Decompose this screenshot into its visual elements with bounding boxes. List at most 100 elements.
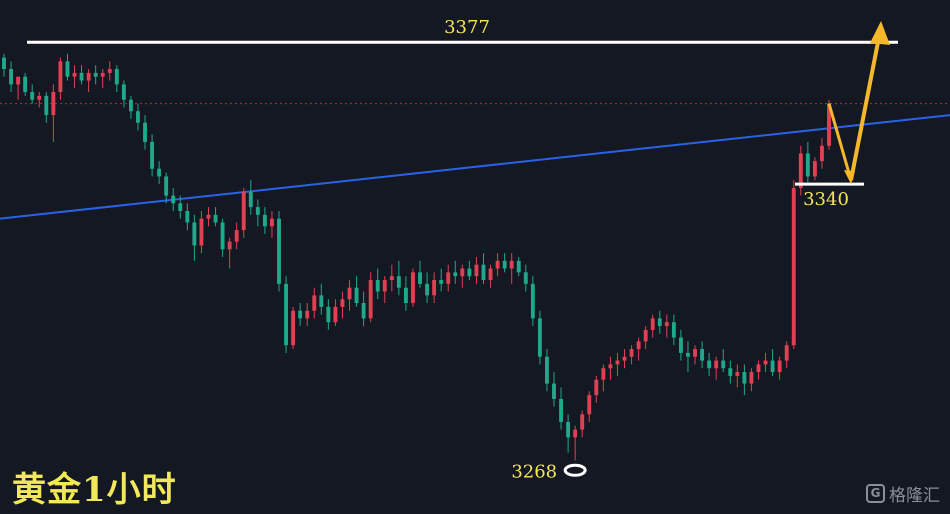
candle-body xyxy=(192,222,197,246)
candle-body xyxy=(686,352,690,357)
candle-body xyxy=(798,153,803,188)
candle-body xyxy=(530,283,535,319)
candle-body xyxy=(51,92,56,116)
candle-body xyxy=(368,280,373,319)
candle-body xyxy=(16,76,21,85)
candle-body xyxy=(312,295,317,311)
candle-body xyxy=(298,310,303,319)
candle-body xyxy=(460,268,465,277)
candle-body xyxy=(552,383,556,399)
candle-body xyxy=(157,168,162,177)
candle-body xyxy=(608,364,613,369)
candle-body xyxy=(248,191,253,208)
candle-body xyxy=(403,287,408,304)
candle-body xyxy=(2,57,6,70)
candle-body xyxy=(319,295,324,307)
candle-body xyxy=(241,191,246,231)
candle-body xyxy=(587,395,592,415)
candle-body xyxy=(382,280,387,292)
candle-body xyxy=(58,61,63,93)
chart-title: 黄金1小时 xyxy=(12,470,177,510)
candle-body xyxy=(495,260,500,269)
candle-body xyxy=(714,360,719,369)
candle-body xyxy=(820,145,824,162)
candle-body xyxy=(23,76,28,93)
candle-body xyxy=(361,303,366,319)
candle-body xyxy=(128,99,133,112)
candle-body xyxy=(30,92,35,100)
candle-body xyxy=(262,214,267,227)
candle-body xyxy=(812,161,817,177)
candle-body xyxy=(502,260,507,269)
candle-body xyxy=(227,241,232,250)
candle-body xyxy=(481,264,486,281)
candle-body xyxy=(213,214,218,223)
candle-body xyxy=(44,95,49,116)
candle-body xyxy=(396,276,401,288)
candle-body xyxy=(220,222,225,250)
candle-body xyxy=(107,69,112,73)
candle-body xyxy=(100,72,105,77)
candle-body xyxy=(742,372,747,384)
candle-body xyxy=(594,379,599,396)
candle-body xyxy=(270,218,274,227)
projection-down-segment xyxy=(827,103,853,181)
candle-body xyxy=(93,72,98,77)
candle-body xyxy=(432,280,437,296)
candle-body xyxy=(291,310,296,346)
candle-body xyxy=(234,230,239,242)
candle-body xyxy=(756,364,761,373)
candle-body xyxy=(516,260,521,273)
candle-body xyxy=(601,368,606,380)
candle-body xyxy=(615,360,620,365)
candle-body xyxy=(439,280,444,284)
candle-body xyxy=(121,84,126,100)
candle-body xyxy=(411,272,415,304)
candle-body xyxy=(72,72,77,77)
projection-up-segment xyxy=(849,36,881,181)
candle-body xyxy=(657,318,662,327)
candle-body xyxy=(728,368,733,376)
candle-body xyxy=(763,360,768,365)
candle-body xyxy=(664,322,669,327)
candle-body xyxy=(255,207,260,215)
candle-body xyxy=(284,283,288,346)
candle-body xyxy=(305,310,310,319)
candle-body xyxy=(629,349,634,357)
candle-body xyxy=(467,268,472,277)
candle-body xyxy=(375,280,380,292)
candle-body xyxy=(573,429,578,438)
candle-body xyxy=(333,306,338,323)
candle-body xyxy=(474,264,479,277)
candle-body xyxy=(178,203,183,211)
candle-body xyxy=(206,214,211,219)
candle-body xyxy=(622,356,627,361)
candle-body xyxy=(114,69,119,85)
candle-body xyxy=(537,318,542,357)
candle-body xyxy=(777,360,782,373)
candle-body xyxy=(79,72,84,81)
candle-body xyxy=(164,176,169,196)
watermark-text: 格隆汇 xyxy=(889,486,940,506)
support-label: 3340 xyxy=(803,189,849,210)
candle-body xyxy=(559,398,563,422)
candle-body xyxy=(340,299,345,307)
candle-body xyxy=(671,322,676,338)
candle-body xyxy=(9,69,13,85)
candle-body xyxy=(735,372,740,376)
candle-body xyxy=(784,345,789,361)
candle-body xyxy=(150,141,155,169)
candle-body xyxy=(446,272,451,284)
candle-body xyxy=(37,95,42,100)
candle-body xyxy=(425,283,430,296)
candle-body xyxy=(566,421,571,438)
candle-body xyxy=(389,276,394,281)
candle-body xyxy=(678,337,683,353)
candle-body xyxy=(326,306,331,323)
candle-body xyxy=(453,272,458,277)
resistance-label: 3377 xyxy=(444,17,490,38)
candle-body xyxy=(770,360,775,373)
candle-body xyxy=(805,153,810,177)
